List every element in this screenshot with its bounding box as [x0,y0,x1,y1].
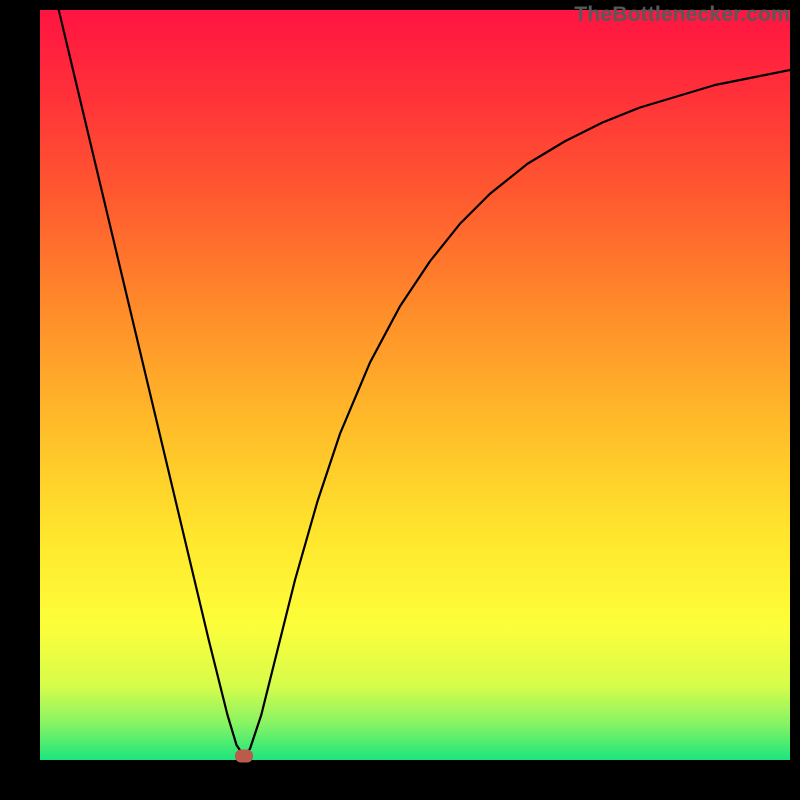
gradient-background [40,10,790,760]
chart-container: TheBottlenecker.com [0,0,800,800]
optimal-point-marker [235,750,253,763]
watermark-text: TheBottlenecker.com [574,2,790,27]
plot-area [40,10,790,760]
curve-layer [40,10,790,760]
bottleneck-curve [59,10,790,756]
